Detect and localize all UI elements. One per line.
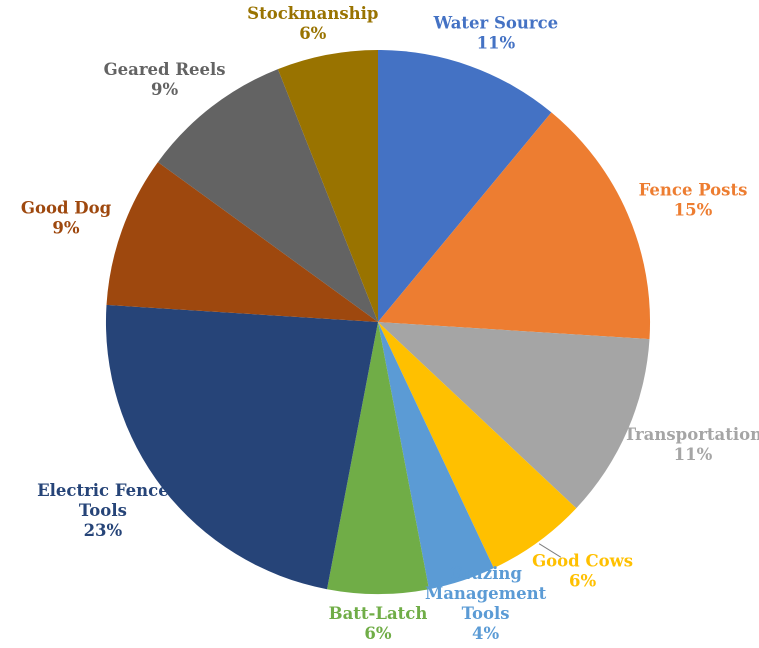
- pie-slice-electric-fence-tools[interactable]: [105, 304, 379, 590]
- pie-slice-water-source[interactable]: [378, 49, 552, 322]
- slice-label-good-cows: Good Cows 6%: [532, 551, 633, 590]
- pie-slice-fence-posts[interactable]: [378, 112, 651, 340]
- slice-label-good-dog: Good Dog 9%: [21, 199, 112, 238]
- pie-slice-stockmanship[interactable]: [277, 50, 378, 322]
- slice-label-geared-reels: Geared Reels 9%: [104, 60, 226, 99]
- pie-slice-grazing-management-tools[interactable]: [378, 322, 494, 590]
- slice-label-transportation: Transportation 11%: [624, 425, 759, 464]
- pie-slice-good-dog[interactable]: [106, 162, 379, 322]
- pie-slice-good-cows[interactable]: [378, 322, 577, 569]
- slice-label-water-source: Water Source 11%: [433, 14, 559, 53]
- slice-label-grazing-management-tools: Grazing Management Tools 4%: [425, 564, 547, 643]
- slice-label-stockmanship: Stockmanship 6%: [247, 4, 378, 43]
- leader-line-good-cows: [538, 543, 562, 558]
- slice-label-electric-fence-tools: Electric Fence Tools 23%: [37, 481, 169, 540]
- pie-slice-batt-latch[interactable]: [327, 322, 429, 595]
- slice-label-batt-latch: Batt-Latch 6%: [329, 604, 428, 643]
- pie-slice-transportation[interactable]: [378, 322, 650, 509]
- pie-slice-geared-reels[interactable]: [157, 69, 378, 322]
- slice-label-fence-posts: Fence Posts 15%: [639, 181, 748, 220]
